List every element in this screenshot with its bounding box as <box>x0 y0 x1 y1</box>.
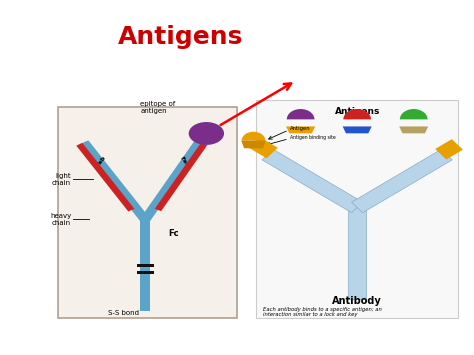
Polygon shape <box>79 140 150 222</box>
Text: epitope of
antigen: epitope of antigen <box>140 100 176 114</box>
Polygon shape <box>343 126 372 133</box>
Wedge shape <box>343 109 371 119</box>
Text: Fab: Fab <box>95 155 107 168</box>
Polygon shape <box>140 141 204 222</box>
Polygon shape <box>241 141 266 148</box>
Polygon shape <box>76 143 135 212</box>
Text: light
chain: light chain <box>52 173 71 186</box>
Polygon shape <box>262 149 363 213</box>
Polygon shape <box>352 149 452 213</box>
FancyBboxPatch shape <box>256 100 458 318</box>
Text: Antigen binding site: Antigen binding site <box>290 135 336 140</box>
FancyBboxPatch shape <box>348 207 366 299</box>
Text: Antibody: Antibody <box>332 296 382 306</box>
Wedge shape <box>400 109 428 119</box>
Polygon shape <box>399 126 428 133</box>
Polygon shape <box>248 137 278 158</box>
FancyBboxPatch shape <box>137 271 154 274</box>
Wedge shape <box>242 132 265 141</box>
Text: Antigens: Antigens <box>118 24 243 49</box>
Wedge shape <box>287 109 314 119</box>
Polygon shape <box>155 143 207 211</box>
Text: Each antibody binds to a specific antigen; an
interaction similar to a lock and : Each antibody binds to a specific antige… <box>263 307 382 317</box>
Polygon shape <box>286 126 315 133</box>
Polygon shape <box>435 139 463 159</box>
FancyBboxPatch shape <box>140 220 150 311</box>
FancyBboxPatch shape <box>137 264 154 267</box>
Text: Antigens: Antigens <box>335 107 380 116</box>
Text: Antigen: Antigen <box>290 126 311 131</box>
Text: Fab: Fab <box>178 155 190 168</box>
Text: heavy
chain: heavy chain <box>50 213 71 226</box>
Ellipse shape <box>189 122 224 145</box>
Text: S-S bond: S-S bond <box>109 310 139 316</box>
Text: Fc: Fc <box>169 229 179 238</box>
FancyBboxPatch shape <box>58 107 237 318</box>
